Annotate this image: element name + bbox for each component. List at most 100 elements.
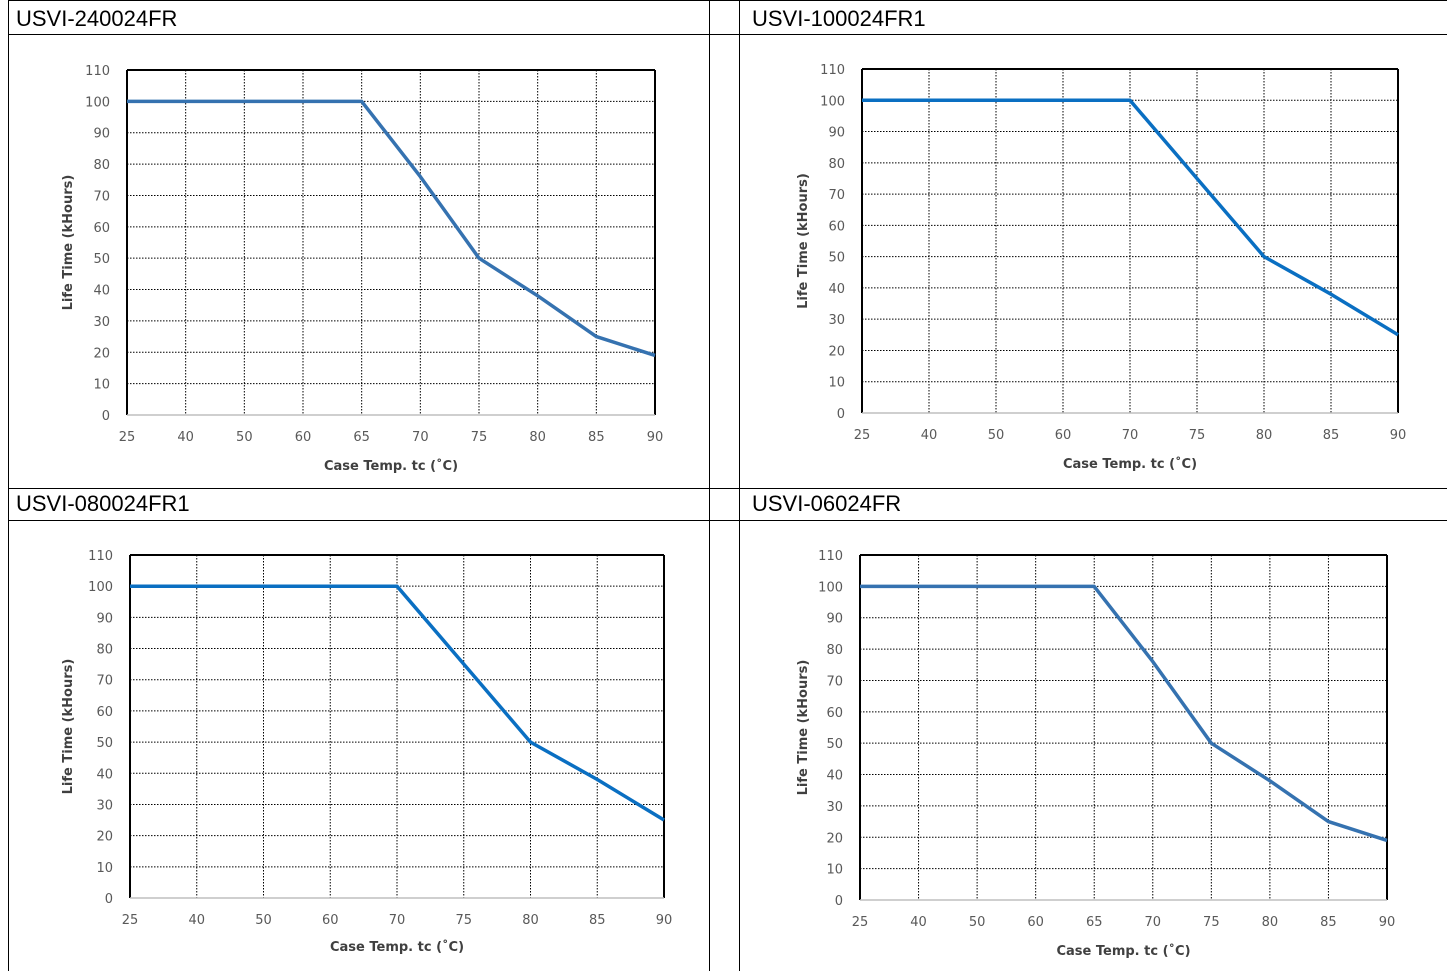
- y-tick-label: 100: [820, 94, 845, 109]
- series-line: [127, 99, 656, 358]
- x-tick-label: 65: [1086, 915, 1103, 930]
- y-tick-label: 90: [826, 612, 843, 627]
- y-tick-label: 60: [93, 221, 110, 236]
- y-tick-label: 30: [96, 798, 113, 813]
- x-tick-label: 50: [236, 430, 253, 445]
- x-tick-label: 60: [1027, 915, 1044, 930]
- x-tick-label: 40: [910, 915, 927, 930]
- y-tick-label: 100: [88, 580, 113, 595]
- chart-title-3: USVI-080024FR1: [16, 491, 190, 516]
- y-tick-label: 40: [828, 282, 845, 297]
- y-tick-label: 10: [93, 378, 110, 393]
- x-tick-label: 40: [177, 430, 194, 445]
- y-tick-label: 110: [88, 549, 113, 564]
- x-tick-label: 50: [255, 913, 272, 928]
- table-border-mid: [709, 0, 710, 971]
- x-tick-label: 60: [1055, 428, 1072, 443]
- y-tick-label: 100: [818, 580, 843, 595]
- y-tick-label: 40: [93, 284, 110, 299]
- x-tick-label: 80: [1262, 915, 1279, 930]
- series-line: [862, 98, 1399, 337]
- x-tick-label: 70: [1145, 915, 1162, 930]
- x-axis-title: Case Temp. tc (˚C): [1063, 456, 1197, 472]
- chart-title-4: USVI-06024FR: [752, 491, 902, 516]
- y-tick-label: 30: [826, 800, 843, 815]
- x-tick-label: 75: [471, 430, 488, 445]
- y-axis-title: Life Time (kHours): [796, 660, 811, 796]
- x-tick-label: 75: [1203, 915, 1220, 930]
- y-tick-label: 110: [85, 64, 110, 79]
- x-tick-label: 25: [122, 913, 139, 928]
- y-tick-label: 110: [820, 63, 845, 78]
- y-tick-label: 100: [85, 95, 110, 110]
- table-border-left: [8, 0, 9, 971]
- chart-1: 0 10 20 30 40 50 60 70 80 90 100 110 25 40 50 60 65 70 75 8…: [61, 64, 663, 474]
- y-axis-title: Life Time (kHours): [61, 175, 76, 311]
- series-line: [860, 584, 1388, 843]
- series-line: [130, 584, 665, 822]
- x-tick-label: 75: [1189, 428, 1206, 443]
- y-tick-label: 80: [828, 157, 845, 172]
- y-tick-label: 10: [826, 863, 843, 878]
- y-tick-label: 40: [826, 769, 843, 784]
- y-tick-label: 90: [828, 126, 845, 141]
- y-tick-label: 80: [96, 643, 113, 658]
- y-tick-label: 20: [96, 830, 113, 845]
- y-tick-label: 0: [105, 892, 113, 907]
- y-tick-label: 70: [828, 188, 845, 203]
- x-tick-label: 40: [188, 913, 205, 928]
- x-tick-label: 90: [656, 913, 673, 928]
- y-tick-label: 0: [837, 407, 845, 422]
- y-tick-label: 50: [96, 736, 113, 751]
- table-border-top: [8, 0, 1447, 1]
- y-tick-label: 10: [96, 861, 113, 876]
- y-tick-label: 40: [96, 767, 113, 782]
- x-tick-label: 85: [589, 913, 606, 928]
- x-tick-label: 60: [295, 430, 312, 445]
- x-tick-label: 70: [412, 430, 429, 445]
- chart-4: 0 10 20 30 40 50 60 70 80 90 100 110 25 40 50 60 65 70 75 8…: [796, 549, 1395, 959]
- x-tick-label: 75: [455, 913, 472, 928]
- x-tick-label: 90: [1379, 915, 1396, 930]
- x-tick-label: 70: [389, 913, 406, 928]
- y-axis-title: Life Time (kHours): [796, 173, 811, 309]
- y-tick-label: 30: [93, 315, 110, 330]
- y-tick-label: 80: [826, 643, 843, 658]
- chart-3: 0 10 20 30 40 50 60 70 80 90 100 110 25 40 50 60 70 75 80 8…: [61, 549, 672, 955]
- x-tick-label: 80: [1256, 428, 1273, 443]
- x-tick-label: 90: [1390, 428, 1407, 443]
- plot-area: [860, 555, 1387, 900]
- x-tick-label: 40: [921, 428, 938, 443]
- x-axis-title: Case Temp. tc (˚C): [1056, 943, 1190, 959]
- y-tick-label: 70: [826, 674, 843, 689]
- y-tick-label: 90: [93, 127, 110, 142]
- y-tick-label: 50: [826, 737, 843, 752]
- y-tick-label: 70: [93, 189, 110, 204]
- y-tick-label: 20: [826, 831, 843, 846]
- chart-title-2: USVI-100024FR1: [752, 6, 926, 31]
- x-tick-label: 50: [969, 915, 986, 930]
- y-tick-label: 20: [93, 346, 110, 361]
- table-border-row3: [8, 520, 1447, 521]
- y-tick-label: 30: [828, 313, 845, 328]
- x-axis-title: Case Temp. tc (˚C): [324, 458, 458, 474]
- x-tick-label: 85: [588, 430, 605, 445]
- y-tick-label: 0: [102, 409, 110, 424]
- y-tick-label: 60: [826, 706, 843, 721]
- y-tick-label: 80: [93, 158, 110, 173]
- y-tick-label: 50: [828, 251, 845, 266]
- x-tick-label: 25: [854, 428, 871, 443]
- x-tick-label: 25: [852, 915, 869, 930]
- x-tick-label: 85: [1320, 915, 1337, 930]
- y-tick-label: 70: [96, 674, 113, 689]
- y-tick-label: 20: [828, 344, 845, 359]
- x-tick-label: 90: [647, 430, 664, 445]
- y-tick-label: 110: [818, 549, 843, 564]
- table-border-row1: [8, 34, 1447, 35]
- x-tick-label: 60: [322, 913, 339, 928]
- chart-2: 0 10 20 30 40 50 60 70 80 90 100 110 25 40 50 60 70 75 80 8…: [796, 63, 1406, 472]
- y-tick-label: 60: [828, 219, 845, 234]
- y-axis-title: Life Time (kHours): [61, 659, 76, 795]
- y-tick-label: 90: [96, 611, 113, 626]
